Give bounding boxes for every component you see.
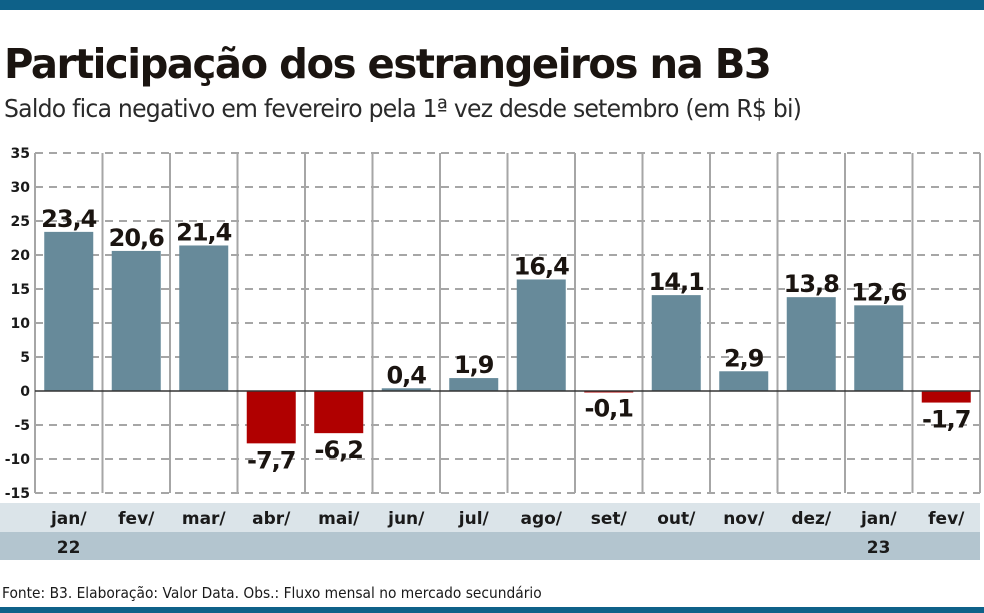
y-tick-label: 10 (11, 316, 31, 332)
bar (111, 250, 161, 391)
y-tick-label: 25 (11, 214, 30, 230)
value-label: 1,9 (454, 351, 494, 379)
x-tick-label: mai/ (318, 509, 360, 529)
x-tick-label: ago/ (520, 509, 562, 529)
x-tick-label: jan/ (860, 509, 897, 529)
bar (921, 391, 971, 403)
y-tick-label: 35 (11, 146, 30, 162)
x-tick-label: jan/ (50, 509, 87, 529)
bar (651, 295, 701, 391)
x-tick-label: jun/ (387, 509, 425, 529)
x-tick-label: dez/ (791, 509, 832, 529)
value-label: 14,1 (649, 268, 705, 296)
value-label: 0,4 (386, 361, 426, 389)
top-accent-bar (0, 0, 984, 10)
bar (786, 297, 836, 391)
y-tick-label: -15 (5, 486, 30, 502)
x-tick-label: mar/ (182, 509, 227, 529)
y-tick-label: 5 (20, 350, 30, 366)
value-label: -6,2 (315, 436, 363, 464)
x-tick-label: fev/ (928, 509, 965, 529)
value-label: 13,8 (784, 270, 840, 298)
bar (179, 245, 229, 391)
bar (314, 391, 364, 434)
bar (246, 391, 296, 444)
value-label: 16,4 (514, 252, 570, 280)
y-tick-label: 15 (11, 282, 30, 298)
chart-subtitle: Saldo fica negativo em fevereiro pela 1ª… (4, 94, 802, 123)
x-tick-label: set/ (591, 509, 628, 529)
source-note: Fonte: B3. Elaboração: Valor Data. Obs.:… (2, 584, 542, 602)
x-tick-label: nov/ (723, 509, 765, 529)
y-tick-label: -5 (14, 418, 30, 434)
x-axis-month-band (0, 503, 980, 532)
bar (854, 305, 904, 391)
bar (449, 378, 499, 391)
bar (44, 231, 94, 391)
bar-chart: 35 30 25 20 15 10 5 0 -5 -10 -15 23,4 20,6 21,4 -7,7 -6… (0, 146, 981, 560)
x-axis-year-band (0, 532, 980, 560)
bar (516, 279, 566, 391)
x-tick-label: abr/ (252, 509, 291, 529)
bottom-accent-bar (0, 607, 984, 613)
value-label: -1,7 (922, 406, 970, 434)
value-label: 20,6 (109, 224, 165, 252)
value-label: 21,4 (176, 218, 232, 246)
value-label: 23,4 (41, 205, 97, 233)
value-label: 2,9 (724, 344, 764, 372)
x-year-label: 23 (867, 538, 891, 558)
bar (381, 388, 431, 391)
chart-title: Participação dos estrangeiros na B3 (4, 40, 772, 88)
x-tick-label: fev/ (118, 509, 155, 529)
y-tick-label: 0 (20, 384, 30, 400)
value-label: -0,1 (585, 395, 634, 423)
value-label: 12,6 (851, 278, 907, 306)
y-tick-label: 30 (11, 180, 31, 196)
y-tick-label: -10 (5, 452, 31, 468)
x-tick-label: out/ (657, 509, 696, 529)
bar (719, 371, 769, 391)
value-label: -7,7 (247, 446, 295, 474)
x-year-label: 22 (57, 538, 81, 558)
x-tick-label: jul/ (458, 509, 490, 529)
y-tick-label: 20 (11, 248, 31, 264)
